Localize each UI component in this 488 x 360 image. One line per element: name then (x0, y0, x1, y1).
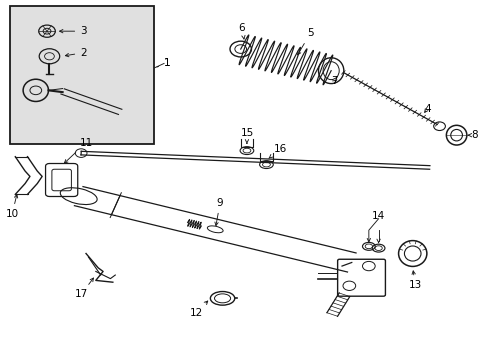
Text: 1: 1 (163, 58, 170, 68)
Text: 5: 5 (297, 28, 313, 55)
Text: 4: 4 (423, 104, 430, 114)
Text: 3: 3 (60, 26, 87, 36)
Text: 1: 1 (157, 58, 170, 68)
Text: 15: 15 (240, 128, 253, 143)
Text: 11: 11 (64, 138, 92, 163)
Text: 14: 14 (371, 211, 385, 221)
Text: 8: 8 (467, 130, 477, 140)
Text: 12: 12 (189, 301, 207, 318)
Bar (10, 6, 154, 144)
Text: 10: 10 (5, 194, 19, 219)
Text: 7: 7 (331, 76, 337, 86)
Text: 13: 13 (407, 271, 421, 291)
Text: 9: 9 (214, 198, 223, 226)
Text: 16: 16 (268, 144, 286, 158)
Text: 6: 6 (238, 23, 245, 39)
Text: 2: 2 (65, 48, 87, 58)
Text: 17: 17 (74, 278, 93, 300)
